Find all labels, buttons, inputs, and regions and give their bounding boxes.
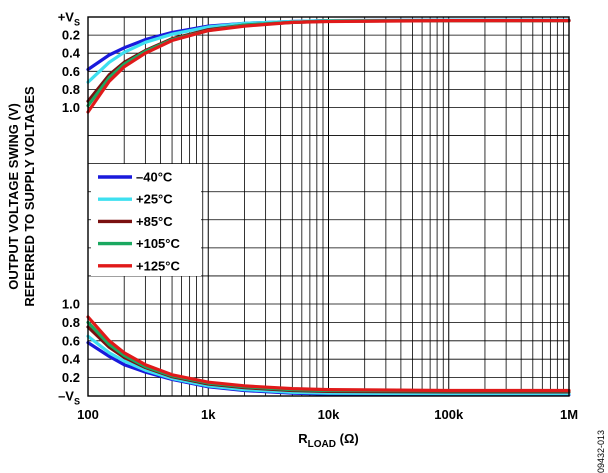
y-tick-label: +VS <box>58 10 80 28</box>
y-tick-label: 0.8 <box>62 315 80 330</box>
x-tick-label: 100 <box>77 407 99 422</box>
x-tick-label: 100k <box>434 407 464 422</box>
y-axis-title-line2: REFERRED TO SUPPLY VOLTAGES <box>22 86 37 307</box>
plot-frame <box>87 16 570 397</box>
y-tick-label: –VS <box>58 389 80 407</box>
y-tick-label: 0.8 <box>62 82 80 97</box>
series-line-high <box>86 19 571 114</box>
y-axis-title-line1: OUTPUT VOLTAGE SWING (V) <box>6 103 21 290</box>
y-tick-label: 1.0 <box>62 100 80 115</box>
x-tick-label: 1k <box>201 407 216 422</box>
chart-svg: 100 1k 10k 100k 1M+VS0.20.40.60.81.01.00.80.… <box>6 10 578 451</box>
legend-label: +125°C <box>136 258 180 273</box>
frame-layer <box>87 16 570 397</box>
y-tick-label: 0.6 <box>62 64 80 79</box>
legend-label: +85°C <box>136 214 173 229</box>
y-tick-label: 0.2 <box>62 370 80 385</box>
ticks-layer: 100 1k 10k 100k 1M+VS0.20.40.60.81.01.00.80.… <box>58 10 578 423</box>
legend-label: +25°C <box>136 192 173 207</box>
legend: –40°C +25°C +85°C +105°C +125°C <box>91 164 201 276</box>
x-tick-label: 1M <box>560 407 578 422</box>
y-tick-label: 0.6 <box>62 333 80 348</box>
series-line-low <box>86 315 571 393</box>
figure-id: 09432-013 <box>596 430 606 473</box>
series-line-low <box>86 334 571 396</box>
y-tick-label: 0.4 <box>62 352 81 367</box>
series-layer <box>86 18 571 397</box>
y-tick-label: 0.2 <box>62 28 80 43</box>
legend-label: +105°C <box>136 236 180 251</box>
x-axis-title: RLOAD (Ω) <box>298 431 358 450</box>
legend-label: –40°C <box>136 170 173 185</box>
y-tick-label: 0.4 <box>62 46 81 61</box>
x-tick-label: 10k <box>318 407 340 422</box>
axis-labels: RLOAD (Ω) OUTPUT VOLTAGE SWING (V) REFERRE… <box>6 86 359 450</box>
y-tick-label: 1.0 <box>62 297 80 312</box>
